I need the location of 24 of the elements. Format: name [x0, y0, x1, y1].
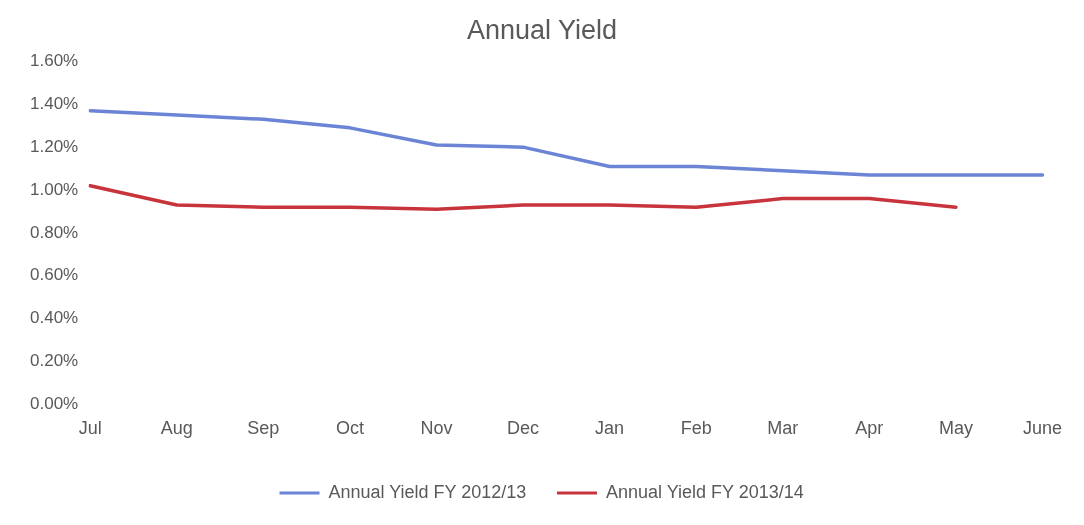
- x-tick-label: May: [938, 418, 973, 439]
- x-tick-label: Jan: [595, 418, 625, 439]
- y-tick-label: 1.40%: [30, 93, 79, 113]
- y-tick-label: 0.20%: [30, 351, 79, 371]
- x-tick-label: June: [1022, 418, 1063, 439]
- x-tick-label: Aug: [160, 418, 193, 439]
- chart-title: Annual Yield: [466, 14, 618, 45]
- x-tick-label: Nov: [420, 418, 453, 439]
- y-tick-label: 1.20%: [30, 136, 79, 156]
- x-tick-label: Apr: [855, 418, 884, 439]
- x-tick-label: Sep: [247, 418, 280, 439]
- x-tick-label: Mar: [767, 418, 799, 439]
- y-tick-label: 0.00%: [30, 394, 79, 414]
- x-tick-label: Oct: [335, 418, 364, 439]
- y-tick-label: 1.60%: [30, 51, 79, 71]
- y-tick-label: 0.80%: [30, 222, 79, 242]
- y-tick-label: 1.00%: [30, 179, 79, 199]
- x-tick-label: Jul: [78, 418, 102, 439]
- x-tick-label: Feb: [680, 418, 712, 439]
- legend-label: Annual Yield FY 2013/14: [606, 481, 804, 502]
- legend-label: Annual Yield FY 2012/13: [328, 481, 527, 502]
- y-tick-label: 0.40%: [30, 308, 79, 328]
- y-tick-label: 0.60%: [30, 265, 79, 285]
- x-tick-label: Dec: [507, 418, 540, 439]
